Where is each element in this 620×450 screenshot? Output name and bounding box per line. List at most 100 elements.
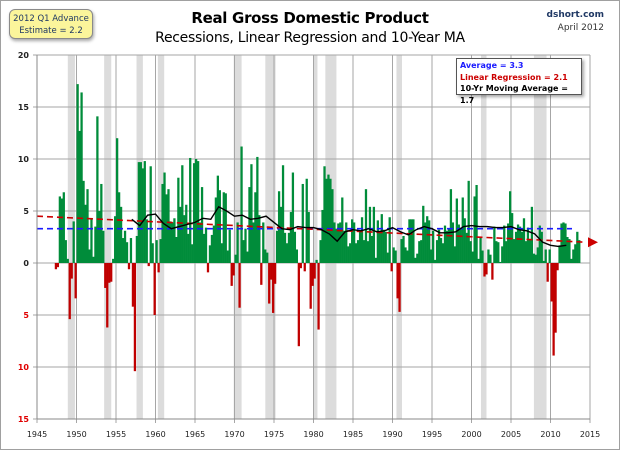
positive-bar	[489, 254, 492, 263]
positive-bar	[171, 222, 174, 263]
moving-average-line	[131, 205, 567, 248]
positive-bar	[351, 219, 354, 263]
positive-bar	[562, 222, 565, 263]
positive-bar	[196, 161, 200, 263]
positive-bar	[102, 230, 105, 263]
positive-bar	[433, 259, 437, 263]
y-tick-label: 0	[23, 259, 29, 268]
x-tick-label: 1960	[145, 430, 165, 439]
positive-bar	[453, 246, 456, 263]
date-label: April 2012	[557, 23, 604, 33]
positive-bar	[100, 183, 103, 263]
positive-bar	[228, 229, 231, 263]
positive-bar	[477, 258, 480, 263]
positive-bar	[461, 197, 464, 263]
negative-bar	[133, 263, 137, 372]
negative-bar	[110, 263, 113, 282]
positive-bar	[392, 247, 395, 263]
positive-bar	[181, 165, 184, 263]
positive-bar	[503, 225, 506, 263]
negative-bar	[309, 263, 312, 309]
negative-bar	[270, 263, 273, 280]
positive-bar	[386, 252, 389, 263]
x-tick-label: 1950	[66, 430, 86, 439]
positive-bar	[226, 250, 229, 263]
positive-bar	[305, 178, 308, 263]
positive-bar	[216, 175, 219, 263]
positive-bar	[117, 192, 121, 263]
positive-bar	[416, 253, 419, 263]
positive-bar	[516, 224, 520, 263]
legend: Average = 3.3 Linear Regression = 2.1 10…	[456, 58, 582, 105]
negative-bar	[552, 263, 555, 356]
positive-bar	[58, 196, 61, 263]
positive-bar	[380, 214, 383, 263]
positive-bar	[252, 222, 255, 263]
positive-bar	[173, 218, 176, 263]
positive-bar	[445, 230, 449, 263]
negative-bar	[106, 263, 109, 328]
positive-bar	[534, 254, 537, 263]
y-tick-label: 10	[18, 363, 30, 372]
positive-bar	[459, 227, 462, 263]
positive-bar	[422, 205, 425, 263]
positive-bar	[451, 222, 455, 263]
x-tick-label: 1945	[27, 430, 47, 439]
negative-bar	[74, 263, 77, 299]
negative-bar	[127, 263, 131, 270]
negative-bar	[483, 263, 486, 277]
positive-bar	[112, 258, 115, 263]
positive-bar	[347, 246, 350, 263]
legend-average: Average = 3.3	[460, 61, 524, 70]
positive-bar	[256, 156, 259, 263]
positive-bar	[246, 251, 249, 263]
y-tick-label: 5	[23, 207, 29, 216]
positive-bar	[62, 192, 65, 263]
positive-bar	[210, 234, 214, 263]
positive-bar	[129, 238, 133, 263]
positive-bar	[469, 241, 472, 263]
positive-bar	[279, 206, 283, 263]
positive-bar	[289, 212, 293, 263]
y-tick-label: 15	[18, 415, 30, 424]
positive-bar	[495, 241, 498, 263]
negative-bar	[485, 263, 488, 275]
x-tick-label: 1965	[185, 430, 205, 439]
positive-bar	[325, 178, 328, 263]
positive-bar	[307, 212, 310, 263]
positive-bar	[528, 239, 532, 263]
positive-bar	[424, 222, 427, 263]
negative-bar	[274, 263, 277, 284]
x-tick-label: 1980	[303, 430, 323, 439]
positive-bar	[254, 192, 257, 263]
positive-bar	[493, 226, 496, 263]
positive-bar	[321, 209, 324, 263]
x-tick-label: 2010	[540, 430, 560, 439]
positive-bar	[467, 180, 470, 263]
positive-bar	[165, 194, 168, 263]
positive-bar	[439, 238, 443, 263]
positive-bar	[443, 225, 447, 263]
positive-bar	[88, 249, 91, 263]
negative-bar	[238, 263, 241, 308]
positive-bar	[212, 225, 216, 263]
negative-bar	[550, 263, 553, 302]
positive-bar	[121, 238, 125, 263]
y-tick-label: 20	[18, 51, 30, 60]
negative-bar	[390, 263, 393, 272]
negative-bar	[230, 263, 233, 286]
positive-bar	[505, 241, 508, 263]
positive-bar	[497, 242, 500, 263]
positive-bar	[329, 178, 332, 263]
negative-bar	[70, 263, 73, 279]
positive-bar	[193, 163, 196, 263]
x-tick-label: 1970	[224, 430, 244, 439]
positive-bar	[437, 229, 441, 263]
positive-bar	[457, 224, 460, 263]
positive-bar	[514, 231, 518, 263]
positive-bar	[566, 237, 569, 263]
negative-bar	[260, 263, 263, 285]
positive-bar	[418, 241, 421, 263]
negative-bar	[147, 263, 150, 267]
negative-bar	[131, 263, 135, 307]
